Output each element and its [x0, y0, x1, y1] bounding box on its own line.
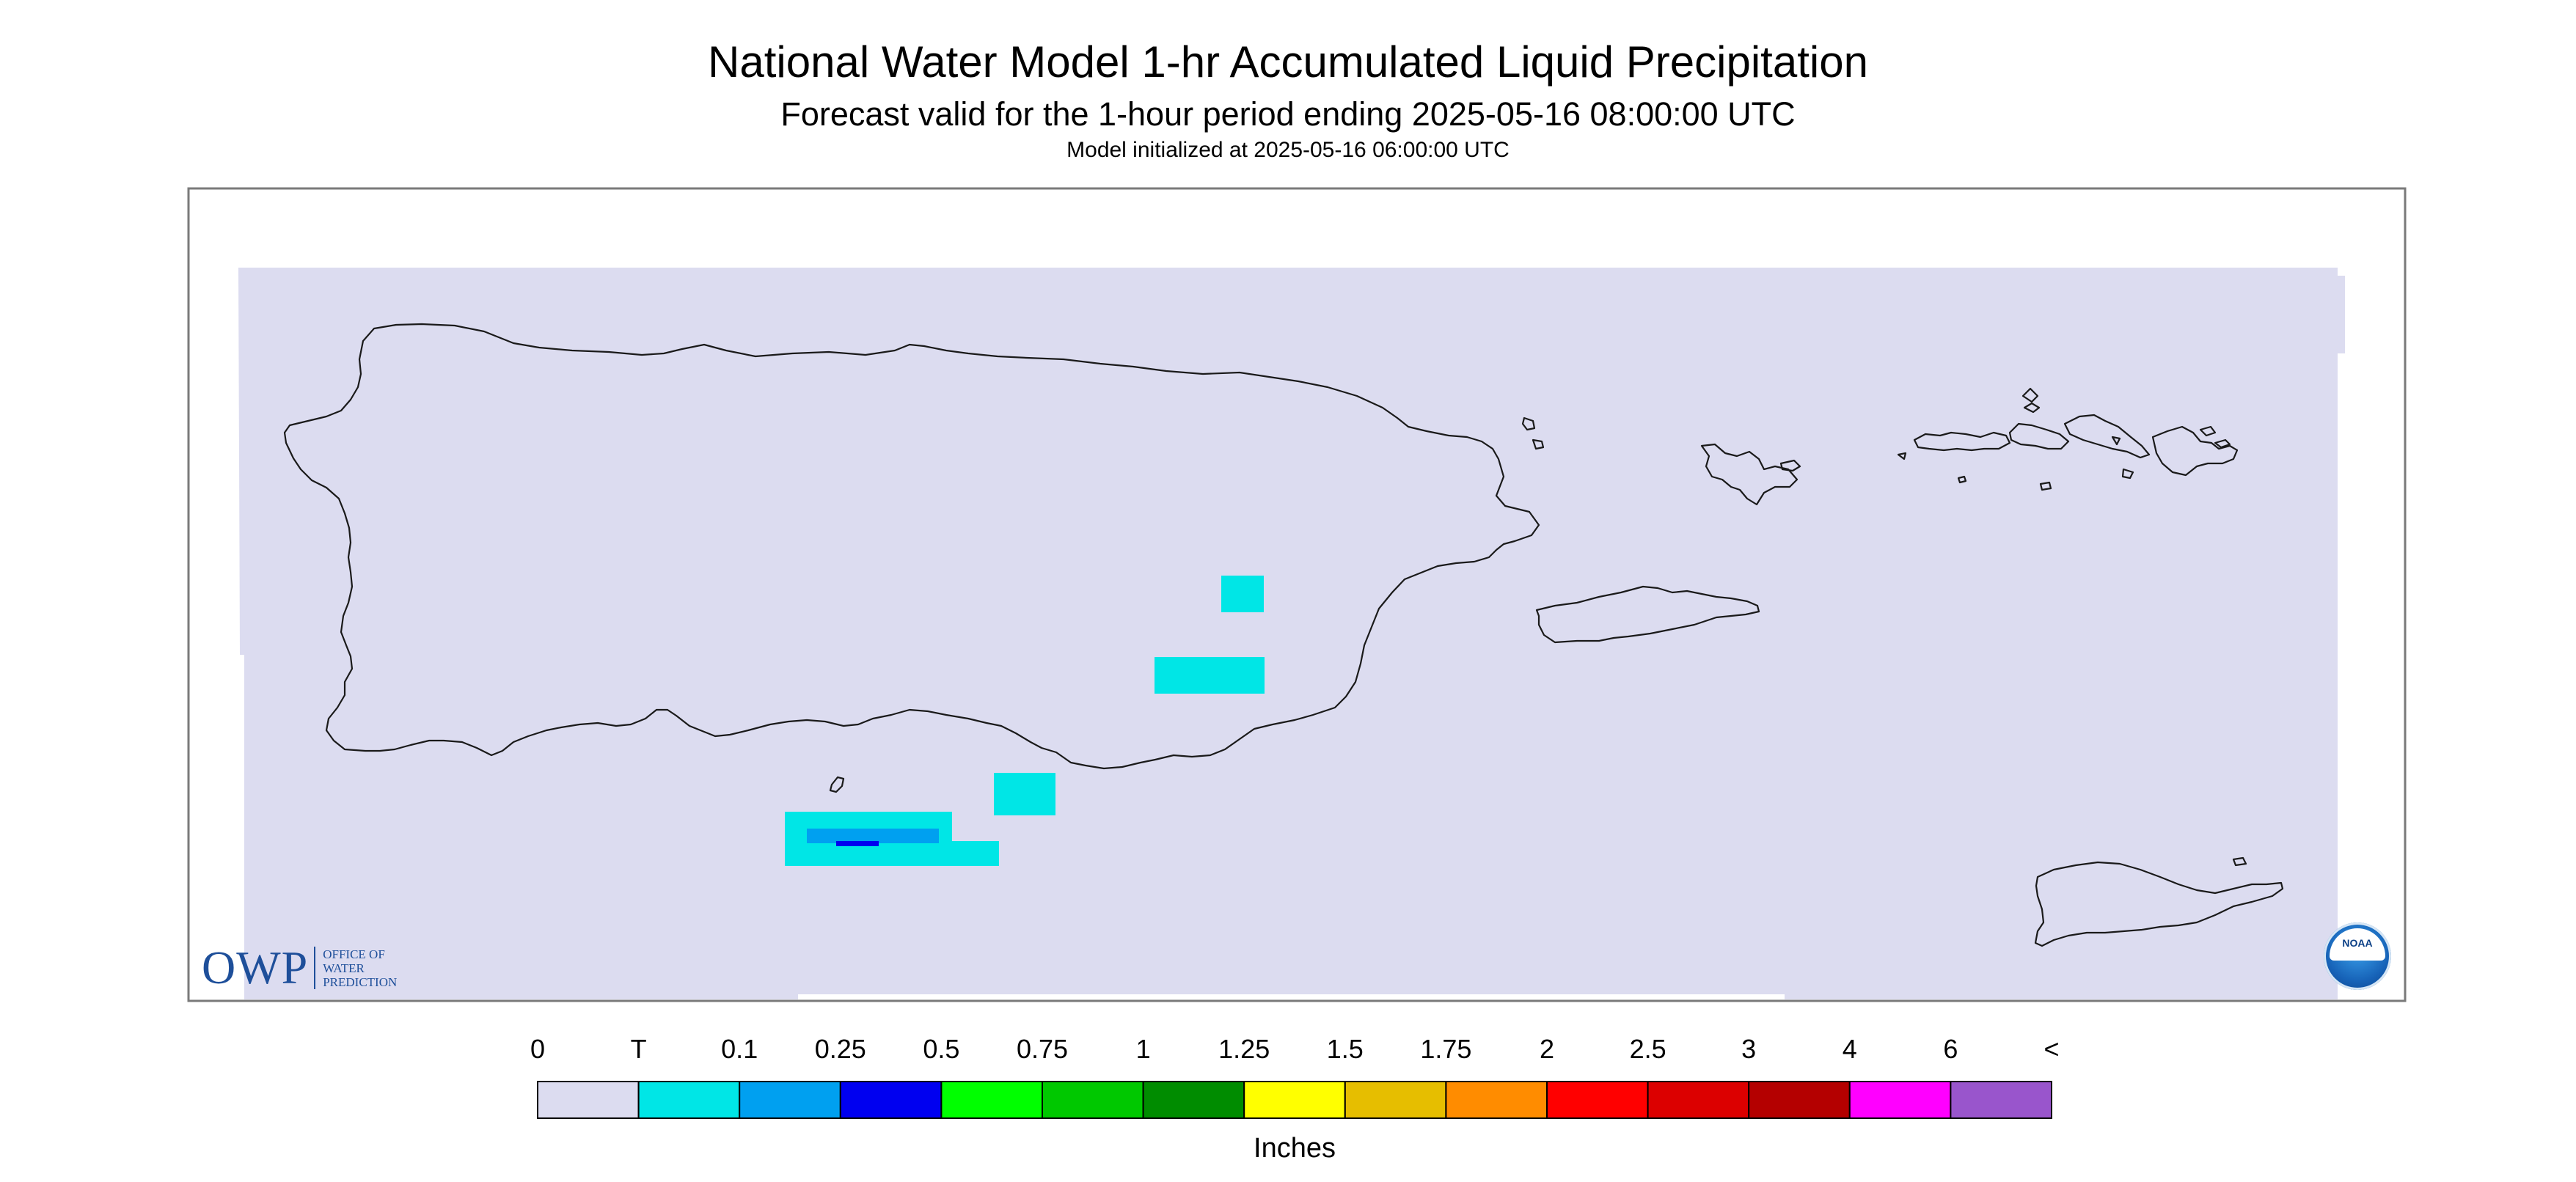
bvi-islet-6 [1957, 475, 1967, 484]
bvi-islet-2 [2214, 438, 2231, 449]
legend-tick-label: 0.75 [1016, 1034, 1069, 1064]
st-croix-islet [2232, 856, 2247, 867]
legend-tick-label: 2.5 [1629, 1034, 1666, 1064]
islet-ne-1 [1521, 416, 1536, 431]
bvi-islet-5 [2111, 436, 2121, 446]
owp-divider [314, 947, 316, 989]
legend-swatch [1445, 1081, 1548, 1119]
legend-swatch [1950, 1081, 2052, 1119]
precip-cell-T [994, 773, 1055, 815]
bvi-islet-3 [2039, 481, 2052, 491]
legend-tick-label: 2 [1539, 1034, 1555, 1064]
legend-swatch [1142, 1081, 1245, 1119]
legend-tick-label: T [630, 1034, 647, 1064]
puerto-rico-coastline [283, 323, 1540, 770]
islet-ne-2 [1532, 438, 1545, 450]
precip-cell-T [1221, 576, 1264, 612]
owp-mark: OWP [202, 941, 309, 994]
legend-swatch [940, 1081, 1044, 1119]
jost-van-dyke [2023, 402, 2041, 414]
owp-line-2: WATER [323, 961, 365, 975]
legend-swatch [1042, 1081, 1144, 1119]
st-thomas-coastline [1913, 431, 2011, 452]
culebra-coastline [1700, 443, 1799, 506]
map-subtitle: Forecast valid for the 1-hour period end… [780, 95, 1796, 133]
legend-tick-label: 0.1 [721, 1034, 758, 1064]
legend-tick-label: 0.25 [814, 1034, 866, 1064]
legend-swatch [1344, 1081, 1447, 1119]
legend-swatch [1647, 1081, 1750, 1119]
owp-line-1: OFFICE OF [323, 947, 385, 961]
vieques-coastline [1535, 585, 1760, 644]
bvi-islet-4 [2121, 468, 2134, 480]
virgin-gorda-coastline [2151, 425, 2239, 477]
legend-swatch [1748, 1081, 1851, 1119]
bvi-islet-1 [2199, 425, 2217, 437]
bvi-islet-7 [1897, 452, 1907, 460]
tortola-coastline [2063, 414, 2151, 459]
legend-colorbar [537, 1081, 2052, 1119]
legend-swatch [739, 1081, 841, 1119]
st-john-coastline [2008, 422, 2070, 450]
precip-cell-0.25 [836, 841, 879, 846]
precip-cell-0.1 [807, 829, 939, 843]
legend-swatch [839, 1081, 943, 1119]
legend-tick-label: 1 [1135, 1034, 1151, 1064]
legend-tick-label: 0 [530, 1034, 546, 1064]
legend-tick-label: 0.5 [923, 1034, 960, 1064]
caja-de-muertos [829, 776, 845, 793]
legend-tick-label: 1.75 [1420, 1034, 1472, 1064]
legend-tick-label: 3 [1741, 1034, 1757, 1064]
legend-swatch [537, 1081, 640, 1119]
legend-tick-label: 6 [1943, 1034, 1958, 1064]
precip-layer [785, 576, 1265, 866]
legend-swatch [637, 1081, 741, 1119]
precip-cell-T [785, 841, 999, 866]
owp-line-3: PREDICTION [323, 974, 398, 989]
model-domain-background [238, 268, 2345, 999]
culebra-islet [1779, 459, 1801, 472]
model-init-line: Model initialized at 2025-05-16 06:00:00… [1066, 138, 1510, 162]
precip-cell-T [1155, 657, 1265, 694]
map-title: National Water Model 1-hr Accumulated Li… [708, 37, 1868, 87]
noaa-wordmark: NOAA [2342, 937, 2373, 949]
owp-wordmark: OFFICE OF WATER PREDICTION [323, 947, 397, 989]
legend-tick-label: 1.25 [1218, 1034, 1270, 1064]
guana-islet [2021, 387, 2039, 403]
noaa-logo: NOAA [2324, 922, 2391, 990]
legend-units: Inches [1254, 1133, 1336, 1164]
coastlines [283, 323, 2284, 947]
legend-swatch [1848, 1081, 1952, 1119]
legend-tick-label: < [2043, 1034, 2060, 1064]
legend-swatch [1243, 1081, 1346, 1119]
legend-tick-label: 4 [1842, 1034, 1857, 1064]
legend-tick-label: 1.5 [1326, 1034, 1364, 1064]
owp-logo: OWP OFFICE OF WATER PREDICTION [202, 944, 397, 991]
st-croix-coastline [2034, 861, 2284, 947]
legend-swatch [1546, 1081, 1649, 1119]
